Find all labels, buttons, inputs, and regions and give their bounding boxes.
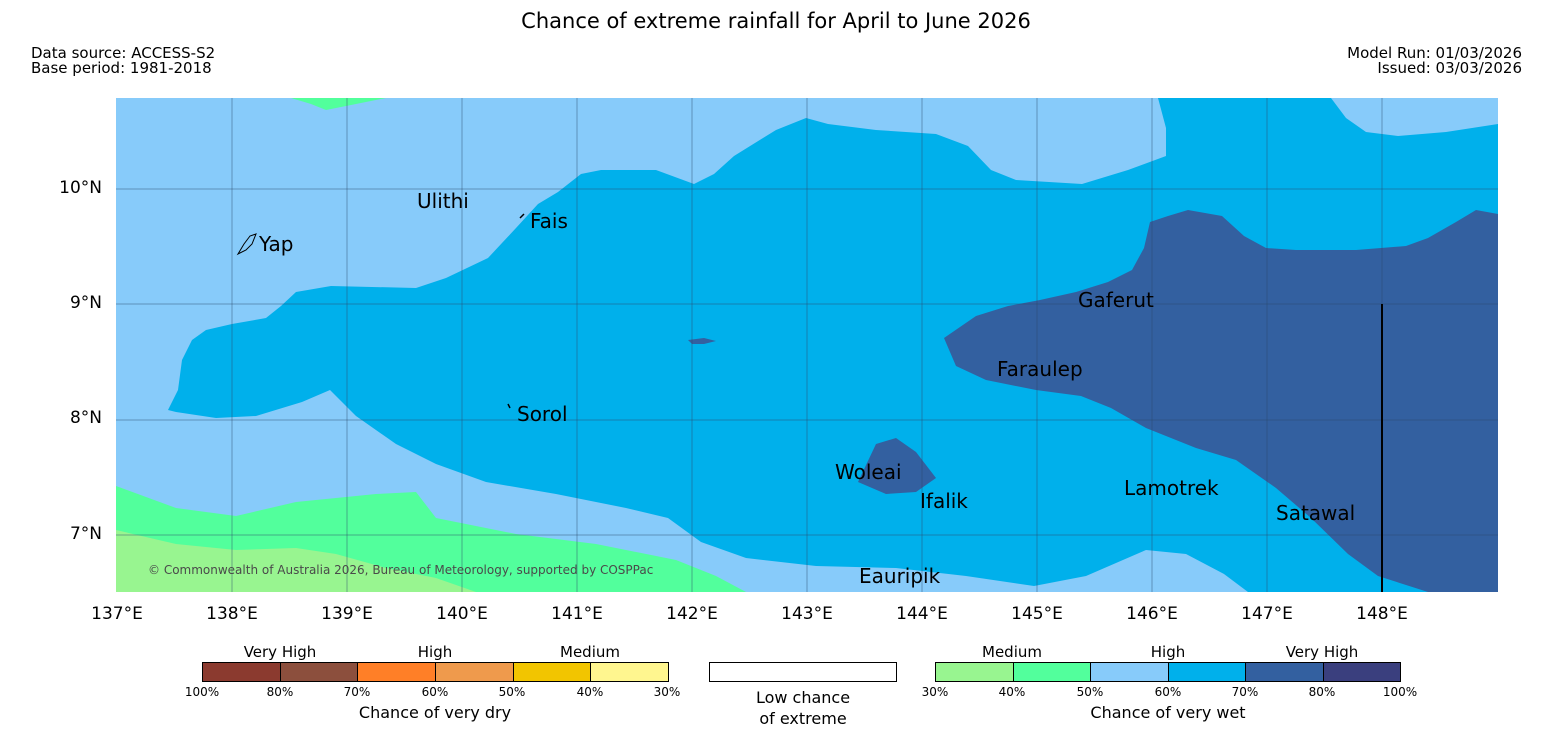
wet-tick: 50% (1076, 685, 1104, 699)
wet-tick: 30% (921, 685, 949, 699)
dry-header-high: High (417, 643, 453, 661)
lat-tick-9n: 9°N (69, 293, 102, 313)
dry-tick: 100% (184, 685, 220, 699)
wet-caption: Chance of very wet (1090, 703, 1246, 722)
lon-tick-146e: 146°E (1126, 604, 1178, 624)
place-ulithi: Ulithi (417, 189, 469, 213)
lon-tick-147e: 147°E (1241, 604, 1293, 624)
dry-color-swatch (513, 663, 592, 681)
issued-label: Issued: 03/03/2026 (1377, 59, 1522, 77)
map-title: Chance of extreme rainfall for April to … (521, 9, 1031, 33)
place-lamotrek: Lamotrek (1124, 476, 1219, 500)
place-yap: Yap (259, 232, 294, 256)
place-satawal: Satawal (1276, 501, 1356, 525)
dry-tick: 60% (421, 685, 449, 699)
dry-tick: 80% (266, 685, 294, 699)
place-ifalik: Ifalik (920, 489, 968, 513)
lon-tick-144e: 144°E (896, 604, 948, 624)
wet-color-swatch (1246, 663, 1324, 681)
wet-colorbar (935, 662, 1401, 682)
region-medium-50-north (291, 98, 386, 110)
lon-tick-142e: 142°E (666, 604, 718, 624)
lon-tick-140e: 140°E (436, 604, 488, 624)
wet-header-medium: Medium (982, 643, 1042, 661)
wet-tick: 60% (1154, 685, 1182, 699)
model-run-label: Model Run: 01/03/2026 (1347, 44, 1522, 62)
yap-island-shape (236, 233, 257, 256)
sorol-island-shape (507, 403, 511, 409)
wet-header-very-high: Very High (1285, 643, 1359, 661)
dry-header-medium: Medium (560, 643, 620, 661)
dry-color-swatch (280, 663, 359, 681)
wet-header-high: High (1150, 643, 1186, 661)
neutral-caption-line1: Low chance (755, 688, 851, 707)
dry-color-swatch (591, 663, 669, 681)
place-faraulep: Faraulep (997, 357, 1083, 381)
wet-tick: 80% (1308, 685, 1336, 699)
lon-tick-143e: 143°E (781, 604, 833, 624)
lat-tick-7n: 7°N (69, 524, 102, 544)
place-eauripik: Eauripik (859, 564, 941, 588)
rainfall-map[interactable]: Ulithi Fais Yap Gaferut Faraulep Sorol W… (116, 98, 1498, 592)
lon-tick-148e: 148°E (1356, 604, 1408, 624)
lon-tick-139e: 139°E (321, 604, 373, 624)
wet-tick: 40% (998, 685, 1026, 699)
place-fais: Fais (530, 209, 568, 233)
dry-colorbar (202, 662, 669, 682)
place-woleai: Woleai (835, 460, 902, 484)
lat-tick-8n: 8°N (69, 408, 102, 428)
dry-tick: 70% (343, 685, 371, 699)
wet-color-swatch (1013, 663, 1091, 681)
neutral-colorbar (709, 662, 897, 682)
dry-color-swatch (203, 663, 281, 681)
copyright-credit: © Commonwealth of Australia 2026, Bureau… (148, 563, 654, 577)
lat-tick-10n: 10°N (59, 178, 102, 198)
dry-color-swatch (436, 663, 514, 681)
source-info: Data source: ACCESS-S2 Base period: 1981… (31, 46, 215, 76)
wet-color-swatch (1323, 663, 1400, 681)
region-very-high-spot (688, 338, 716, 344)
wet-color-swatch (1168, 663, 1246, 681)
lon-tick-141e: 141°E (551, 604, 603, 624)
region-medium-40 (116, 530, 476, 592)
region-very-high-80 (944, 210, 1498, 592)
wet-color-swatch (1091, 663, 1169, 681)
dry-tick: 30% (653, 685, 681, 699)
dry-tick: 50% (498, 685, 526, 699)
dry-header-very-high: Very High (243, 643, 317, 661)
place-sorol: Sorol (517, 402, 568, 426)
base-period-label: Base period: 1981-2018 (31, 59, 212, 77)
region-very-high-woleai (858, 438, 936, 494)
fais-island-shape (519, 213, 525, 219)
lon-tick-145e: 145°E (1011, 604, 1063, 624)
map-regions (116, 98, 1498, 592)
run-info: Model Run: 01/03/2026 Issued: 03/03/2026 (1347, 46, 1522, 76)
data-source-label: Data source: ACCESS-S2 (31, 44, 216, 62)
wet-tick: 70% (1231, 685, 1259, 699)
dry-caption: Chance of very dry (358, 703, 512, 722)
place-gaferut: Gaferut (1078, 288, 1154, 312)
lon-tick-137e: 137°E (91, 604, 143, 624)
dry-color-swatch (358, 663, 437, 681)
lon-tick-138e: 138°E (206, 604, 258, 624)
dry-tick: 40% (576, 685, 604, 699)
neutral-caption-line2: of extreme (759, 709, 847, 728)
wet-tick: 100% (1382, 685, 1418, 699)
wet-color-swatch (936, 663, 1014, 681)
